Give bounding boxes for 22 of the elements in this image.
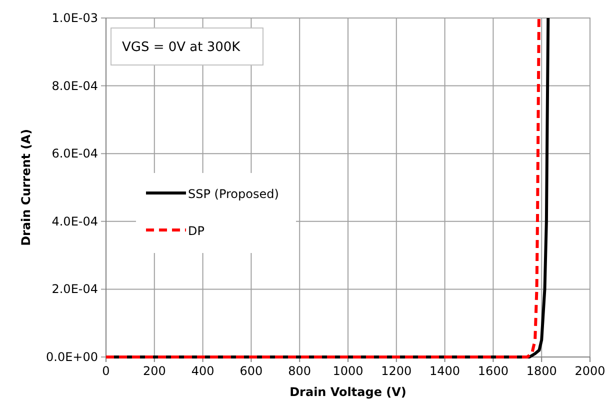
y-tick-label: 0.0E+00 bbox=[46, 350, 98, 364]
x-tick-label: 600 bbox=[240, 364, 263, 378]
x-tick-label: 0 bbox=[102, 364, 110, 378]
x-tick-label: 1400 bbox=[430, 364, 460, 378]
x-tick-label: 1800 bbox=[526, 364, 557, 378]
legend-label: SSP (Proposed) bbox=[188, 187, 279, 201]
y-tick-label: 2.0E-04 bbox=[52, 282, 98, 296]
y-tick-label: 6.0E-04 bbox=[52, 146, 98, 161]
y-axis-title: Drain Current (A) bbox=[19, 129, 33, 246]
annotation: VGS = 0V at 300K bbox=[122, 40, 241, 55]
x-tick-label: 2000 bbox=[574, 364, 606, 378]
x-tick-label: 800 bbox=[288, 364, 312, 378]
x-tick-label: 1200 bbox=[381, 364, 412, 378]
y-tick-label: 1.0E-03 bbox=[52, 11, 98, 25]
x-tick-label: 200 bbox=[142, 364, 166, 378]
y-tick-label: 4.0E-04 bbox=[52, 214, 98, 228]
x-axis-title: Drain Voltage (V) bbox=[290, 385, 406, 399]
x-tick-label: 1000 bbox=[332, 364, 364, 378]
y-tick-label: 8.0E-04 bbox=[52, 78, 98, 93]
legend-label: DP bbox=[188, 224, 204, 238]
x-tick-label: 400 bbox=[191, 364, 214, 378]
x-tick-label: 1600 bbox=[478, 364, 508, 378]
